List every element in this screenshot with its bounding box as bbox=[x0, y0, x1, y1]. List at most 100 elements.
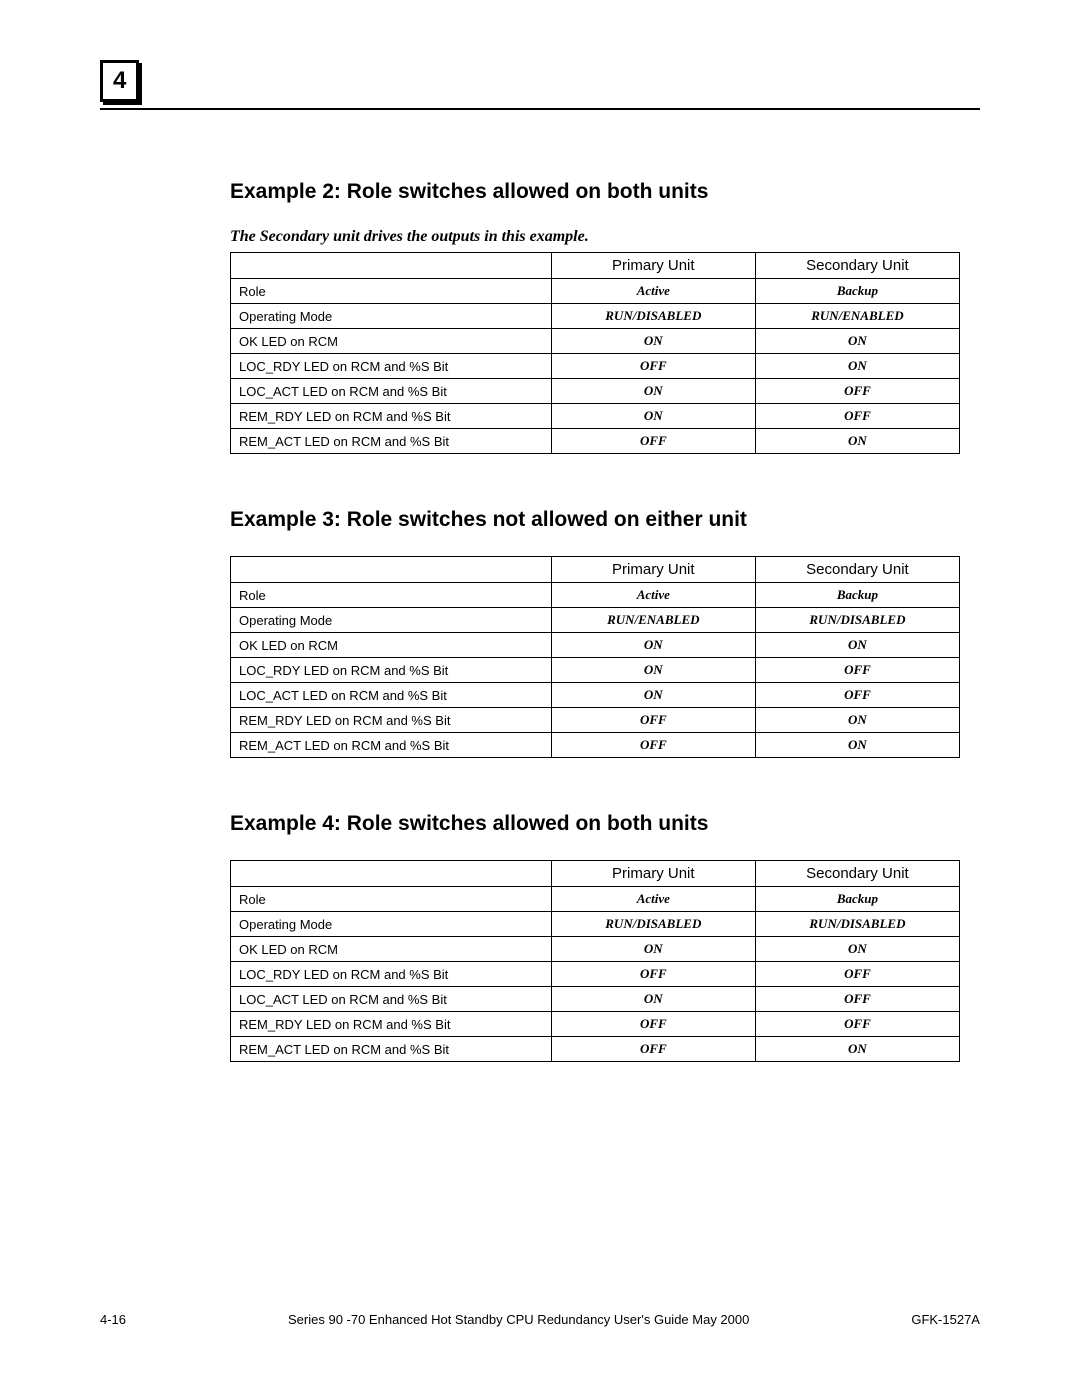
secondary-value: ON bbox=[755, 1037, 959, 1062]
blank-header bbox=[231, 557, 552, 583]
primary-value: ON bbox=[551, 987, 755, 1012]
secondary-value: RUN/ENABLED bbox=[755, 304, 959, 329]
col-secondary: Secondary Unit bbox=[755, 253, 959, 279]
row-label: Operating Mode bbox=[231, 608, 552, 633]
footer-doc-id: GFK-1527A bbox=[911, 1312, 980, 1327]
table-row: REM_RDY LED on RCM and %S BitONOFF bbox=[231, 404, 960, 429]
col-primary: Primary Unit bbox=[551, 557, 755, 583]
secondary-value: OFF bbox=[755, 683, 959, 708]
primary-value: OFF bbox=[551, 962, 755, 987]
table-row: OK LED on RCMONON bbox=[231, 329, 960, 354]
secondary-value: RUN/DISABLED bbox=[755, 912, 959, 937]
row-label: Role bbox=[231, 279, 552, 304]
primary-value: Active bbox=[551, 279, 755, 304]
table-row: RoleActiveBackup bbox=[231, 279, 960, 304]
secondary-value: ON bbox=[755, 937, 959, 962]
row-label: LOC_RDY LED on RCM and %S Bit bbox=[231, 658, 552, 683]
blank-header bbox=[231, 253, 552, 279]
secondary-value: OFF bbox=[755, 379, 959, 404]
row-label: Role bbox=[231, 887, 552, 912]
example3-table: Primary Unit Secondary Unit RoleActiveBa… bbox=[230, 556, 960, 758]
primary-value: OFF bbox=[551, 429, 755, 454]
row-label: Operating Mode bbox=[231, 304, 552, 329]
table-row: LOC_ACT LED on RCM and %S BitONOFF bbox=[231, 987, 960, 1012]
row-label: OK LED on RCM bbox=[231, 329, 552, 354]
table-row: Operating ModeRUN/DISABLEDRUN/DISABLED bbox=[231, 912, 960, 937]
row-label: LOC_ACT LED on RCM and %S Bit bbox=[231, 379, 552, 404]
primary-value: OFF bbox=[551, 733, 755, 758]
primary-value: ON bbox=[551, 404, 755, 429]
table-row: REM_RDY LED on RCM and %S BitOFFOFF bbox=[231, 1012, 960, 1037]
primary-value: Active bbox=[551, 583, 755, 608]
primary-value: RUN/ENABLED bbox=[551, 608, 755, 633]
row-label: LOC_RDY LED on RCM and %S Bit bbox=[231, 354, 552, 379]
secondary-value: RUN/DISABLED bbox=[755, 608, 959, 633]
row-label: REM_RDY LED on RCM and %S Bit bbox=[231, 404, 552, 429]
primary-value: ON bbox=[551, 683, 755, 708]
row-label: REM_ACT LED on RCM and %S Bit bbox=[231, 429, 552, 454]
secondary-value: Backup bbox=[755, 887, 959, 912]
primary-value: ON bbox=[551, 658, 755, 683]
primary-value: RUN/DISABLED bbox=[551, 304, 755, 329]
primary-value: ON bbox=[551, 633, 755, 658]
row-label: Operating Mode bbox=[231, 912, 552, 937]
table-row: LOC_ACT LED on RCM and %S BitONOFF bbox=[231, 683, 960, 708]
example2-title: Example 2: Role switches allowed on both… bbox=[230, 180, 960, 204]
secondary-value: ON bbox=[755, 633, 959, 658]
row-label: REM_ACT LED on RCM and %S Bit bbox=[231, 733, 552, 758]
footer-doc-title: Series 90 -70 Enhanced Hot Standby CPU R… bbox=[288, 1312, 749, 1327]
table-row: Operating ModeRUN/ENABLEDRUN/DISABLED bbox=[231, 608, 960, 633]
row-label: OK LED on RCM bbox=[231, 633, 552, 658]
table-row: Operating ModeRUN/DISABLEDRUN/ENABLED bbox=[231, 304, 960, 329]
table-row: REM_ACT LED on RCM and %S BitOFFON bbox=[231, 733, 960, 758]
secondary-value: Backup bbox=[755, 279, 959, 304]
row-label: LOC_RDY LED on RCM and %S Bit bbox=[231, 962, 552, 987]
page-footer: 4-16 Series 90 -70 Enhanced Hot Standby … bbox=[100, 1312, 980, 1327]
table-row: LOC_RDY LED on RCM and %S BitONOFF bbox=[231, 658, 960, 683]
chapter-number: 4 bbox=[100, 60, 139, 102]
secondary-value: ON bbox=[755, 329, 959, 354]
header-rule bbox=[100, 108, 980, 110]
table-row: LOC_ACT LED on RCM and %S BitONOFF bbox=[231, 379, 960, 404]
row-label: Role bbox=[231, 583, 552, 608]
secondary-value: ON bbox=[755, 733, 959, 758]
row-label: REM_ACT LED on RCM and %S Bit bbox=[231, 1037, 552, 1062]
example2-table: Primary Unit Secondary Unit RoleActiveBa… bbox=[230, 252, 960, 454]
table-row: REM_RDY LED on RCM and %S BitOFFON bbox=[231, 708, 960, 733]
example3-title: Example 3: Role switches not allowed on … bbox=[230, 508, 960, 532]
secondary-value: OFF bbox=[755, 962, 959, 987]
primary-value: OFF bbox=[551, 1012, 755, 1037]
primary-value: OFF bbox=[551, 1037, 755, 1062]
primary-value: OFF bbox=[551, 354, 755, 379]
secondary-value: OFF bbox=[755, 987, 959, 1012]
row-label: OK LED on RCM bbox=[231, 937, 552, 962]
row-label: LOC_ACT LED on RCM and %S Bit bbox=[231, 683, 552, 708]
primary-value: Active bbox=[551, 887, 755, 912]
secondary-value: Backup bbox=[755, 583, 959, 608]
primary-value: OFF bbox=[551, 708, 755, 733]
primary-value: ON bbox=[551, 937, 755, 962]
blank-header bbox=[231, 861, 552, 887]
example2-subtitle: The Secondary unit drives the outputs in… bbox=[230, 228, 960, 246]
footer-page-number: 4-16 bbox=[100, 1312, 126, 1327]
table-row: OK LED on RCMONON bbox=[231, 633, 960, 658]
col-secondary: Secondary Unit bbox=[755, 557, 959, 583]
table-row: LOC_RDY LED on RCM and %S BitOFFOFF bbox=[231, 962, 960, 987]
col-secondary: Secondary Unit bbox=[755, 861, 959, 887]
table-row: REM_ACT LED on RCM and %S BitOFFON bbox=[231, 1037, 960, 1062]
secondary-value: OFF bbox=[755, 1012, 959, 1037]
table-row: LOC_RDY LED on RCM and %S BitOFFON bbox=[231, 354, 960, 379]
table-row: RoleActiveBackup bbox=[231, 887, 960, 912]
primary-value: ON bbox=[551, 379, 755, 404]
col-primary: Primary Unit bbox=[551, 253, 755, 279]
secondary-value: ON bbox=[755, 429, 959, 454]
example4-table: Primary Unit Secondary Unit RoleActiveBa… bbox=[230, 860, 960, 1062]
row-label: REM_RDY LED on RCM and %S Bit bbox=[231, 708, 552, 733]
primary-value: ON bbox=[551, 329, 755, 354]
example4-title: Example 4: Role switches allowed on both… bbox=[230, 812, 960, 836]
table-row: REM_ACT LED on RCM and %S BitOFFON bbox=[231, 429, 960, 454]
primary-value: RUN/DISABLED bbox=[551, 912, 755, 937]
row-label: LOC_ACT LED on RCM and %S Bit bbox=[231, 987, 552, 1012]
secondary-value: ON bbox=[755, 354, 959, 379]
secondary-value: OFF bbox=[755, 658, 959, 683]
